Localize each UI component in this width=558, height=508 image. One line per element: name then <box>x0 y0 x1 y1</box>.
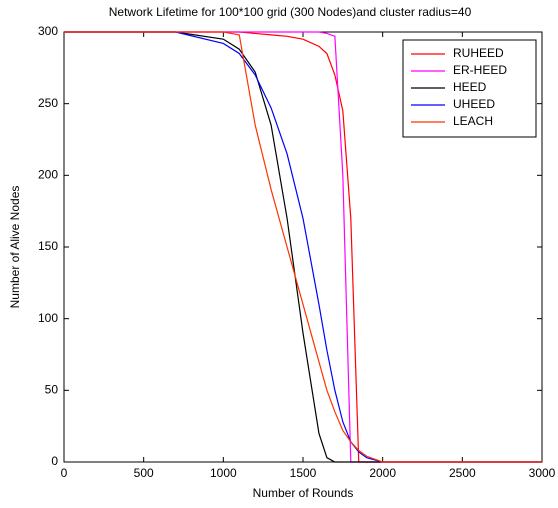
legend-label: LEACH <box>453 114 493 128</box>
y-axis-label: Number of Alive Nodes <box>8 186 22 309</box>
y-tick-label: 150 <box>38 239 58 253</box>
x-tick-label: 1000 <box>210 466 237 480</box>
y-tick-label: 0 <box>51 454 58 468</box>
legend-label: HEED <box>453 80 487 94</box>
series-line <box>64 31 542 463</box>
chart-title: Network Lifetime for 100*100 grid (300 N… <box>109 5 472 19</box>
x-tick-label: 3000 <box>529 466 556 480</box>
series-line <box>64 31 542 463</box>
x-tick-label: 2500 <box>449 466 476 480</box>
legend-label: RUHEED <box>453 46 504 60</box>
series-line <box>64 31 542 463</box>
x-tick-label: 0 <box>61 466 68 480</box>
legend-label: ER-HEED <box>453 63 507 77</box>
y-tick-label: 50 <box>45 383 59 397</box>
x-tick-label: 2000 <box>369 466 396 480</box>
x-tick-label: 500 <box>134 466 154 480</box>
x-tick-label: 1500 <box>290 466 317 480</box>
y-tick-label: 250 <box>38 96 58 110</box>
y-tick-label: 200 <box>38 168 58 182</box>
y-tick-label: 300 <box>38 24 58 38</box>
legend-label: UHEED <box>453 97 495 111</box>
y-tick-label: 100 <box>38 311 58 325</box>
x-axis-label: Number of Rounds <box>253 486 354 500</box>
